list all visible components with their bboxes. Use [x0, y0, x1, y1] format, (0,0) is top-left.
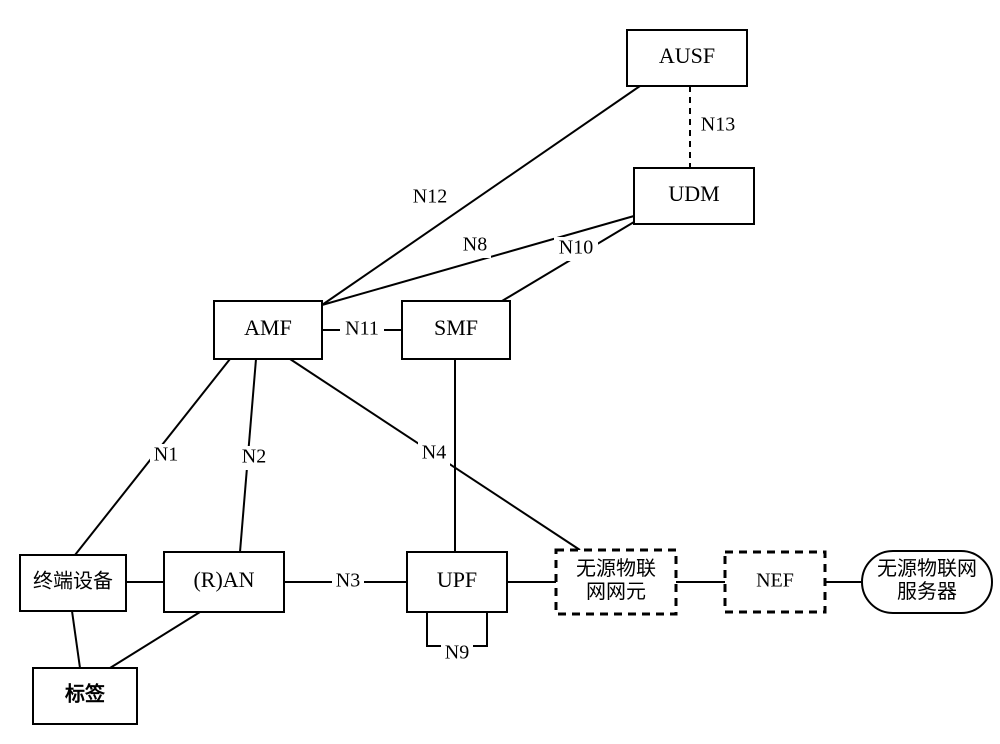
- edge-label-N1: N1: [154, 444, 178, 466]
- node-ausf: AUSF: [627, 30, 747, 86]
- node-label-line: 网网元: [586, 581, 646, 603]
- edge-label-N10: N10: [559, 237, 593, 259]
- node-label-line: 服务器: [897, 580, 957, 603]
- nodes-layer: AUSF UDM AMF SMF 终端设备 (R)AN UPF 无源物联网网元 NEF 无源物联网…: [20, 30, 992, 724]
- node-srv: 无源物联网服务器: [862, 551, 992, 613]
- node-label: 标签: [65, 682, 106, 706]
- edge-label-N8: N8: [463, 234, 487, 256]
- node-amf: AMF: [214, 301, 322, 359]
- node-label: NEF: [756, 570, 794, 592]
- edge-label-N12: N12: [413, 186, 447, 208]
- node-upf: UPF: [407, 552, 507, 612]
- node-tag: 标签: [33, 668, 137, 724]
- node-label-line: 无源物联网: [877, 557, 977, 580]
- edge-label-N2: N2: [242, 446, 266, 468]
- edge-amf-ausf: [322, 86, 640, 305]
- edge-label-N11: N11: [345, 318, 379, 340]
- network-diagram: N13 N12 N8 N10 N11 N1 N2 N4 N3 N9 AUSF UDM AMF SMF 终端设…: [0, 0, 1000, 744]
- node-piot: 无源物联网网元: [556, 550, 676, 614]
- node-label: 终端设备: [33, 570, 113, 593]
- self-loop-label: N9: [445, 642, 469, 664]
- node-label: UDM: [668, 181, 719, 206]
- edge-ran-tag: [110, 612, 200, 668]
- edge-label-N13: N13: [701, 114, 735, 136]
- node-udm: UDM: [634, 168, 754, 224]
- node-label: UPF: [437, 567, 477, 592]
- node-label: SMF: [434, 315, 478, 340]
- node-label: (R)AN: [193, 567, 254, 592]
- edge-label-N4: N4: [422, 442, 446, 464]
- node-smf: SMF: [402, 301, 510, 359]
- node-label-line: 无源物联: [576, 557, 656, 580]
- node-label: AMF: [244, 315, 292, 340]
- edge-term-tag: [72, 611, 80, 668]
- node-nef: NEF: [725, 552, 825, 612]
- node-label: AUSF: [659, 43, 715, 68]
- node-ran: (R)AN: [164, 552, 284, 612]
- edge-label-N3: N3: [336, 570, 360, 592]
- node-term: 终端设备: [20, 555, 126, 611]
